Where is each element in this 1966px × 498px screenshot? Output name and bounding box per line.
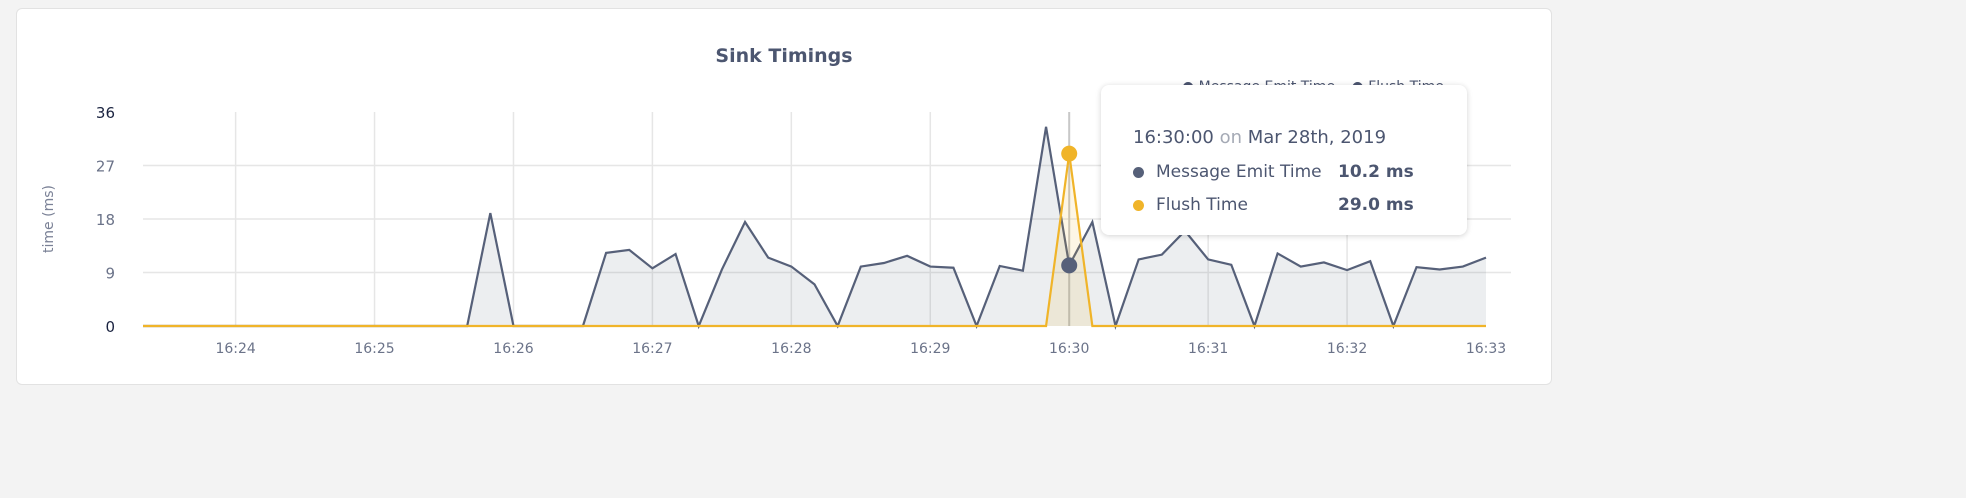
x-tick-label: 16:31 — [1188, 341, 1228, 357]
x-tick-label: 16:29 — [910, 341, 950, 357]
x-tick-label: 16:25 — [354, 341, 394, 357]
y-tick-label: 18 — [96, 211, 115, 229]
x-tick-label: 16:27 — [632, 341, 672, 357]
x-tick-label: 16:32 — [1327, 341, 1367, 357]
x-tick-label: 16:33 — [1466, 341, 1506, 357]
hover-point-1 — [1061, 145, 1078, 162]
tooltip-row-message-emit-time: Message Emit Time 10.2 ms — [1133, 162, 1443, 182]
x-tick-label: 16:28 — [771, 341, 811, 357]
y-tick-label: 9 — [105, 265, 115, 283]
tooltip: 16:30:00 on Mar 28th, 2019 Message Emit … — [1101, 85, 1467, 235]
tooltip-timestamp: 16:30:00 on Mar 28th, 2019 — [1133, 127, 1387, 148]
series-area-0 — [143, 126, 1486, 326]
x-tick-label: 16:30 — [1049, 341, 1089, 357]
hover-point-0 — [1061, 257, 1078, 274]
y-tick-label: 36 — [96, 104, 115, 122]
series-line-1 — [143, 153, 1486, 328]
x-tick-label: 16:24 — [215, 341, 255, 357]
chart-title: Sink Timings — [715, 45, 853, 67]
y-axis-label: time (ms) — [41, 185, 57, 253]
chart-card: Sink Timings ● Message Emit Time ● Flush… — [16, 8, 1552, 385]
series-dot-icon — [1133, 166, 1144, 178]
y-tick-label: 0 — [105, 318, 115, 336]
tooltip-row-flush-time: Flush Time 29.0 ms — [1133, 195, 1443, 215]
y-tick-label: 27 — [96, 158, 115, 176]
series-dot-icon — [1133, 199, 1144, 211]
x-tick-label: 16:26 — [493, 341, 533, 357]
